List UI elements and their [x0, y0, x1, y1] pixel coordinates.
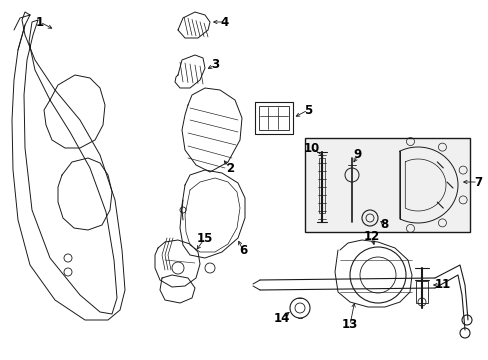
- Text: 10: 10: [303, 141, 320, 154]
- Text: 9: 9: [353, 148, 362, 162]
- Text: 6: 6: [238, 243, 246, 256]
- Text: 11: 11: [434, 279, 450, 292]
- Text: 1: 1: [36, 15, 44, 28]
- Bar: [259, 106, 288, 130]
- Bar: [415, 281, 427, 303]
- Text: 15: 15: [196, 231, 213, 244]
- Text: 5: 5: [303, 104, 311, 117]
- Text: 13: 13: [341, 319, 357, 332]
- Text: 3: 3: [210, 58, 219, 72]
- Text: 14: 14: [273, 311, 289, 324]
- Text: 4: 4: [221, 15, 229, 28]
- Text: 8: 8: [379, 217, 387, 230]
- Text: 7: 7: [473, 175, 481, 189]
- Text: 12: 12: [363, 230, 379, 243]
- Bar: [254, 102, 292, 134]
- Text: 2: 2: [225, 162, 234, 175]
- Bar: [318, 158, 325, 213]
- Bar: [305, 138, 469, 232]
